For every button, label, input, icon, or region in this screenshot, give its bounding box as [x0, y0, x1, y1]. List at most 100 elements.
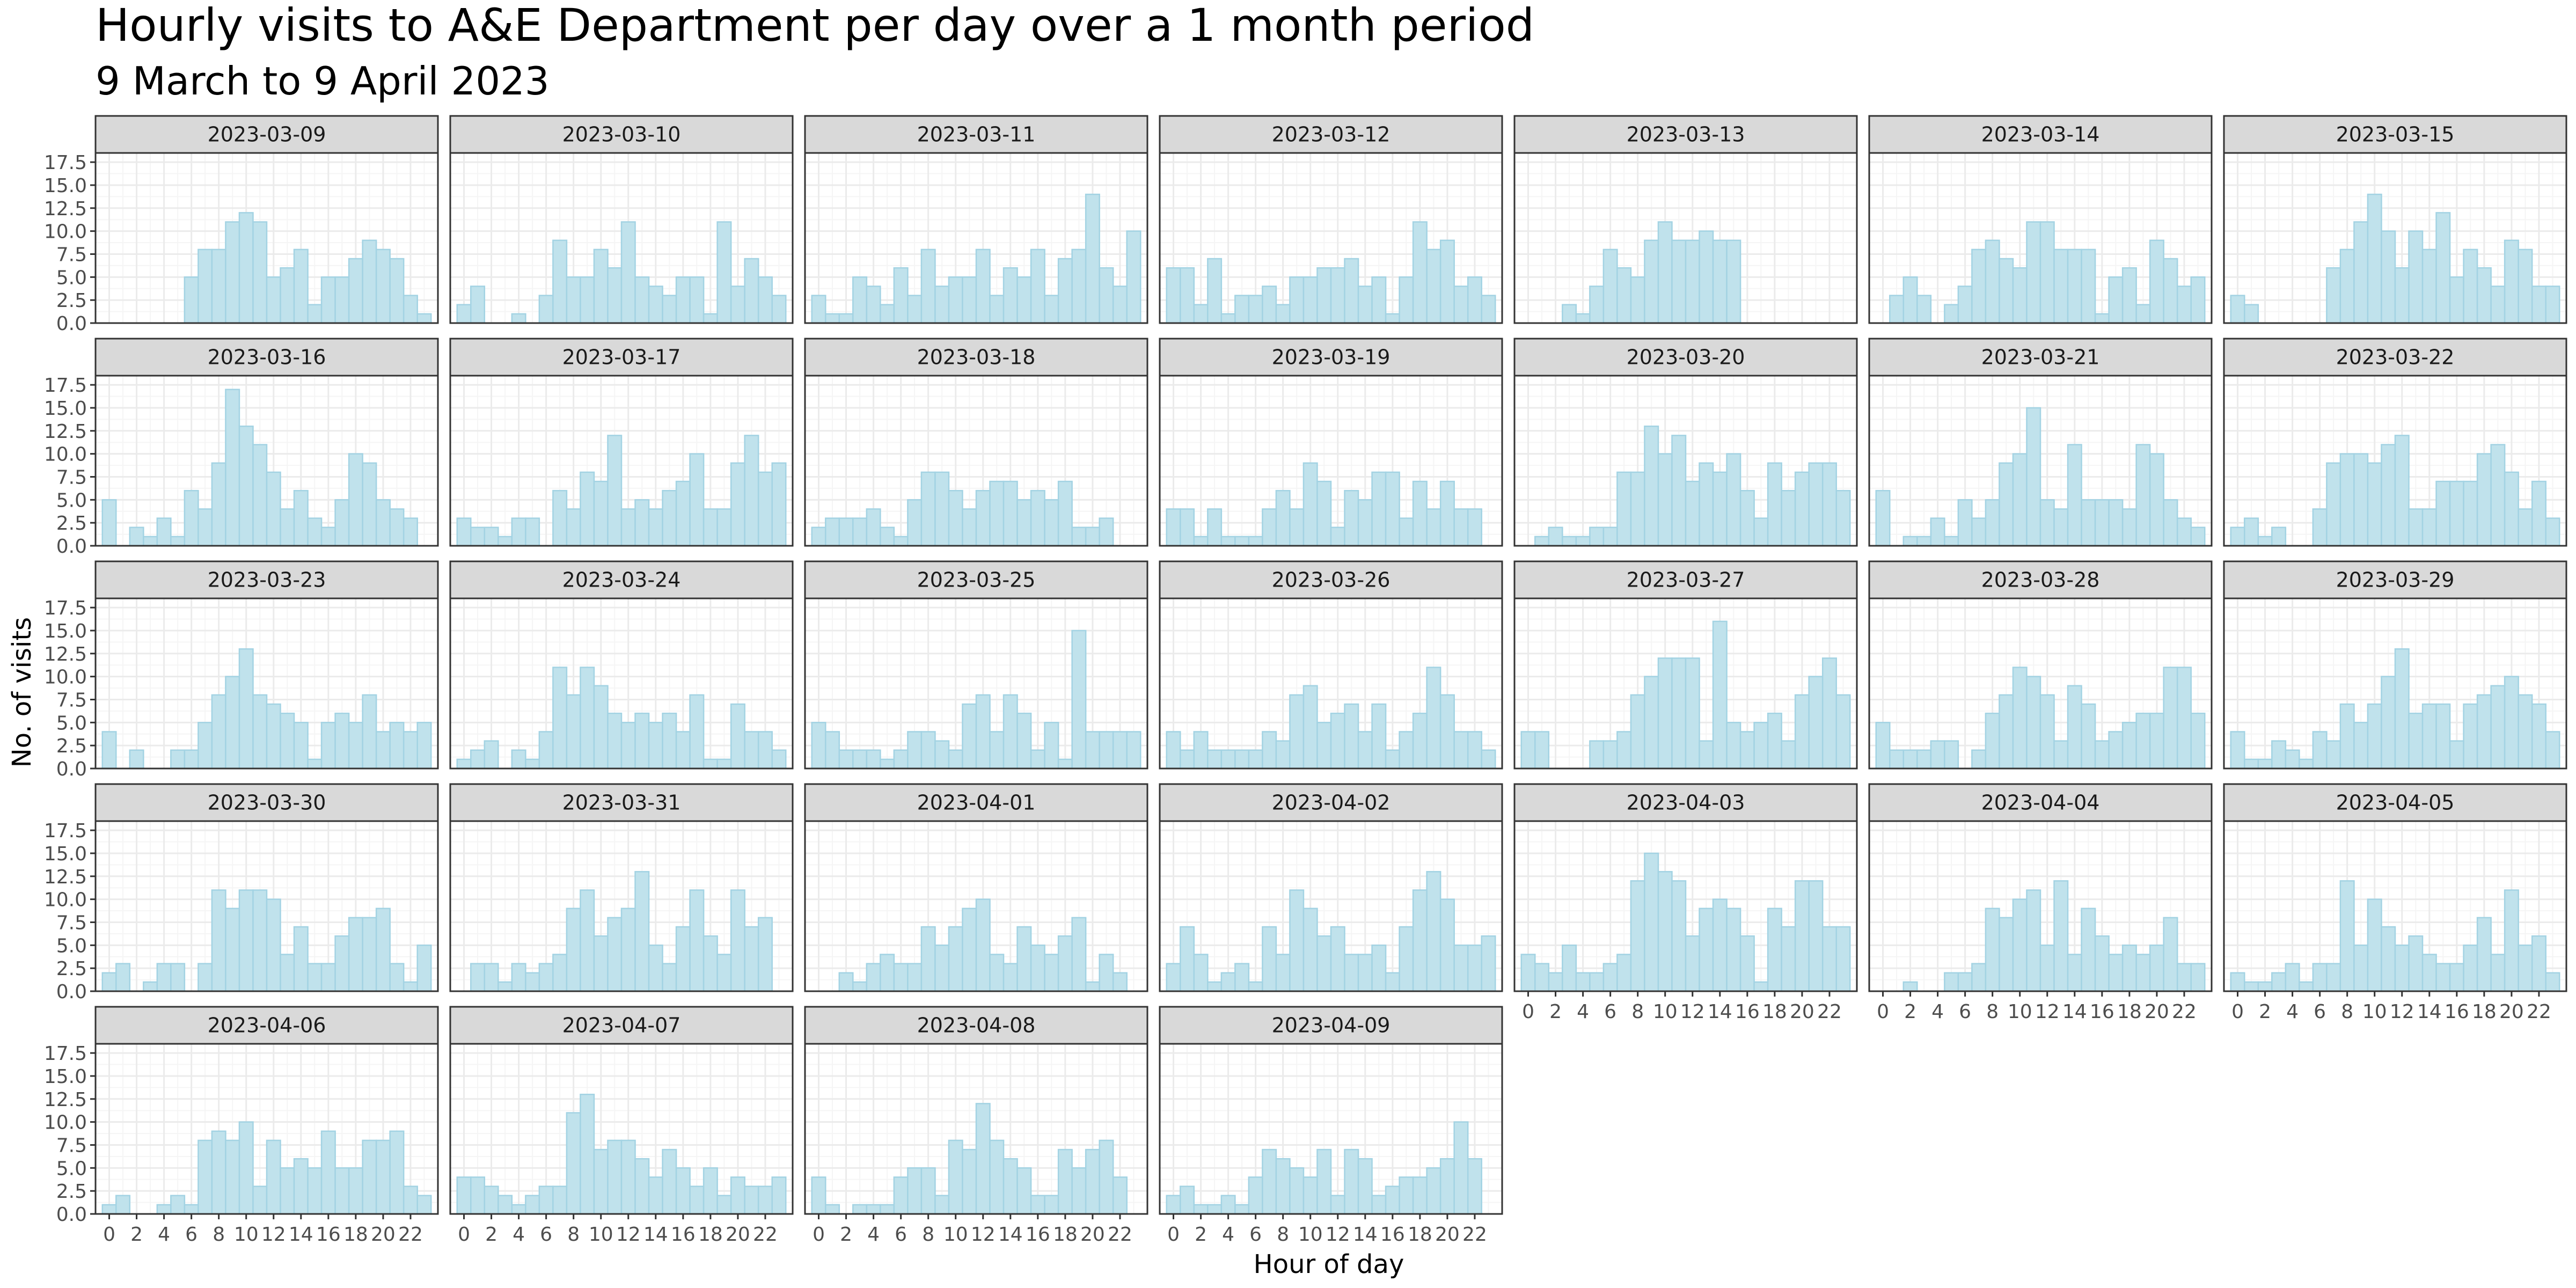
bar	[470, 963, 486, 992]
bar	[920, 471, 936, 547]
bar	[2463, 248, 2478, 324]
bar	[866, 749, 881, 770]
y-tick-label: 2.5	[56, 513, 87, 535]
x-tick-label: 4	[1577, 1001, 1589, 1023]
bar	[1781, 926, 1796, 992]
x-tick-label: 0	[1522, 1001, 1534, 1023]
bar	[170, 749, 186, 770]
bar	[1808, 462, 1824, 547]
panel-border	[449, 820, 794, 992]
facet-strip-label: 2023-04-07	[562, 1014, 681, 1037]
x-tick-label: 16	[1026, 1224, 1050, 1246]
x-tick-label: 6	[1604, 1001, 1616, 1023]
bar	[2121, 508, 2137, 547]
bar	[143, 981, 158, 992]
bar	[2299, 758, 2314, 770]
bar	[184, 1204, 199, 1215]
bar	[1808, 880, 1824, 992]
bar	[1602, 526, 1618, 547]
bar	[2067, 954, 2082, 992]
bar	[1357, 731, 1373, 770]
bar	[1166, 1195, 1181, 1215]
bar	[320, 963, 336, 992]
bar	[307, 758, 323, 770]
bar	[1985, 908, 2000, 992]
bar	[1712, 471, 1728, 547]
bar	[1821, 462, 1837, 547]
bar	[607, 712, 623, 770]
bar	[907, 295, 923, 324]
panel-border	[804, 820, 1148, 992]
bar	[744, 435, 759, 547]
bar	[1985, 712, 2000, 770]
bar	[2490, 444, 2506, 547]
facet-strip-label: 2023-03-11	[917, 123, 1036, 147]
y-tick-label: 12.5	[44, 1089, 87, 1111]
bar	[402, 731, 418, 770]
bar	[1207, 981, 1223, 992]
bar	[1453, 508, 1469, 547]
bar	[2285, 963, 2300, 992]
bar	[1426, 667, 1441, 770]
bar	[566, 694, 581, 770]
bar	[1302, 908, 1318, 992]
bar	[211, 889, 226, 992]
bar	[2326, 462, 2341, 547]
facet-strip-label: 2023-04-04	[1981, 791, 2100, 815]
bar	[648, 508, 663, 547]
bar	[2135, 954, 2151, 992]
bar	[1602, 740, 1618, 770]
bar	[825, 313, 840, 324]
facet-panel: 2023-03-17	[449, 338, 794, 547]
bar	[362, 239, 377, 324]
bar	[1548, 526, 1563, 547]
bar	[1589, 526, 1605, 547]
facet-panel: 2023-03-09 0.02.55.07.510.012.515.017.5	[44, 115, 439, 335]
bar	[1875, 722, 1891, 770]
bar	[1071, 917, 1087, 992]
y-tick-label: 5.0	[56, 267, 87, 289]
y-tick-label: 5.0	[56, 935, 87, 957]
x-tick-label: 2	[1549, 1001, 1562, 1023]
y-tick-label: 2.5	[56, 290, 87, 312]
x-tick-label: 12	[2390, 1001, 2414, 1023]
bar	[1344, 954, 1359, 992]
bar	[634, 499, 650, 547]
bar	[2230, 295, 2245, 324]
bar	[2053, 508, 2069, 547]
bar	[525, 517, 540, 547]
panel-border	[449, 375, 794, 547]
bar	[893, 536, 909, 547]
facet-panel: 2023-03-11	[804, 115, 1148, 324]
bar	[1289, 276, 1305, 324]
bar	[170, 963, 186, 992]
y-tick-label: 17.5	[44, 820, 87, 842]
y-tick-label: 7.5	[56, 466, 87, 488]
bar	[2326, 267, 2341, 324]
bar	[1412, 221, 1428, 324]
bar	[1344, 1148, 1359, 1215]
bar	[197, 508, 213, 547]
bar	[989, 954, 1005, 992]
bar	[362, 917, 377, 992]
facet-strip-label: 2023-03-13	[1627, 123, 1745, 147]
bar	[1275, 954, 1291, 992]
y-tick-label: 5.0	[56, 1158, 87, 1180]
bar	[634, 1158, 650, 1215]
bar	[1602, 248, 1618, 324]
facet-panel: 2023-04-09 0 2 4 6 8 10 12 14 16 18 20 22	[1159, 1006, 1503, 1246]
bar	[2435, 703, 2451, 770]
bar	[101, 1204, 117, 1215]
bar	[293, 248, 309, 324]
x-tick-label: 8	[1277, 1224, 1289, 1246]
bar	[266, 471, 281, 547]
bar	[1534, 963, 1550, 992]
bar	[2531, 480, 2546, 547]
bar	[2545, 731, 2560, 770]
bar	[1248, 981, 1263, 992]
y-tick-label: 7.5	[56, 912, 87, 934]
bar	[2285, 749, 2300, 770]
bar	[975, 248, 991, 324]
bar	[2339, 880, 2355, 992]
bar	[757, 276, 773, 324]
